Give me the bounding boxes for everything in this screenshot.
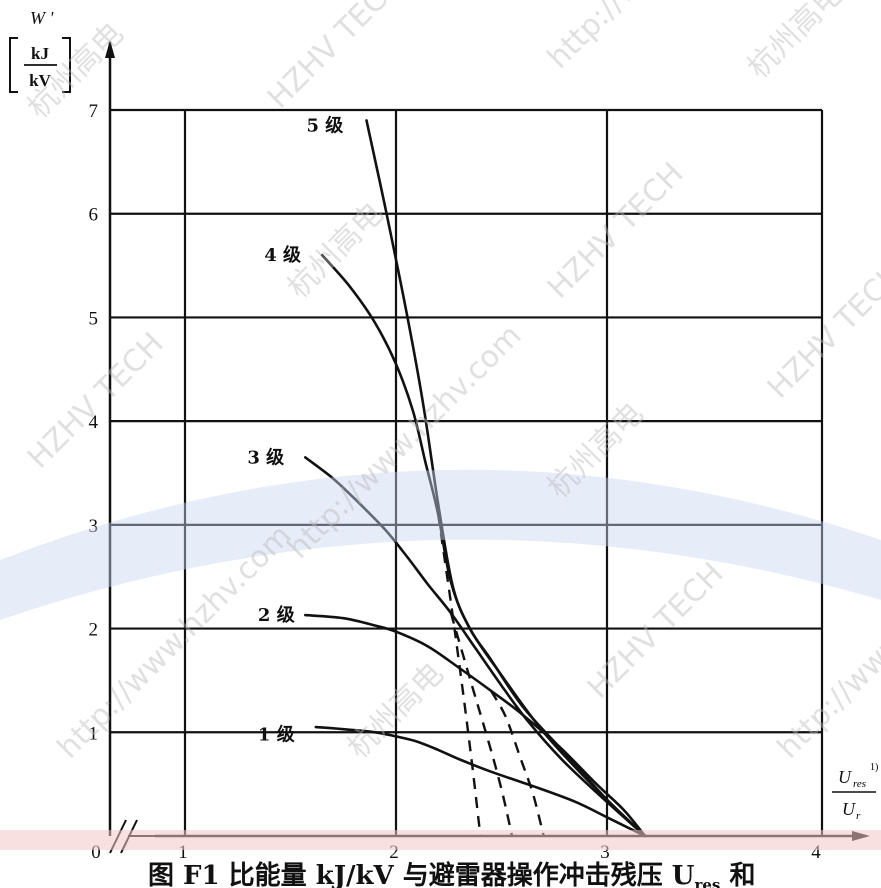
series-label-5: 5 级 bbox=[306, 115, 344, 137]
series-extension-4 bbox=[437, 514, 482, 837]
x-axis-title-superscript: 1) bbox=[870, 762, 878, 773]
x-tick-label: 3 bbox=[600, 842, 610, 858]
series-label-3: 3 级 bbox=[247, 446, 285, 468]
series-line-5 bbox=[365, 119, 647, 838]
series-line-1 bbox=[314, 725, 647, 838]
y-tick-label: 6 bbox=[89, 205, 99, 226]
x-tick-label: 2 bbox=[389, 842, 399, 858]
y-tick-label: 5 bbox=[89, 308, 99, 329]
x-axis-title-numerator: U bbox=[838, 767, 852, 787]
series-line-3 bbox=[304, 456, 647, 838]
y-unit-numerator: kJ bbox=[31, 44, 49, 63]
x-tick-label: 1 bbox=[178, 842, 188, 858]
axis-titles: W ' kJ kV U res 1) U r bbox=[9, 8, 878, 822]
unit-bracket-right bbox=[62, 37, 71, 93]
figure-caption: 图 F1 比能量 kJ/kV 与避雷器操作冲击残压 Ures 和 bbox=[148, 858, 848, 888]
series-line-4 bbox=[320, 253, 647, 838]
unit-bracket-left bbox=[9, 37, 18, 93]
chart: 1 2 3 4 5 6 7 1 2 3 4 0 1 级 2 级 3 级 4 级 5 级 W ' kJ kV U res… bbox=[9, 8, 878, 858]
series-label-2: 2 级 bbox=[258, 604, 296, 626]
series-extension-3 bbox=[449, 612, 514, 837]
caption-tail: 和 bbox=[720, 861, 756, 888]
y-axis-title: W ' bbox=[30, 8, 54, 28]
grid-lines bbox=[110, 108, 824, 836]
y-axis-arrow bbox=[105, 40, 115, 58]
x-axis-title-denominator-sub: r bbox=[856, 810, 861, 822]
y-tick-label: 3 bbox=[89, 516, 99, 537]
series-label-4: 4 级 bbox=[264, 244, 302, 266]
x-axis-arrow bbox=[852, 831, 870, 841]
series-label-1: 1 级 bbox=[258, 723, 296, 745]
series-extension-2 bbox=[489, 690, 545, 837]
y-tick-label: 1 bbox=[89, 723, 99, 744]
y-tick-label: 2 bbox=[89, 620, 99, 641]
x-axis-title-denominator: U bbox=[842, 799, 856, 819]
y-unit-denominator: kV bbox=[29, 71, 51, 90]
y-tick-label: 4 bbox=[89, 412, 99, 433]
caption-subscript: res bbox=[694, 876, 721, 888]
series-line-2 bbox=[304, 613, 647, 838]
axes bbox=[105, 40, 870, 854]
x-axis-title-numerator-sub: res bbox=[853, 778, 866, 790]
caption-text: 图 F1 比能量 kJ/kV 与避雷器操作冲击残压 U bbox=[148, 861, 695, 888]
origin-label: 0 bbox=[91, 842, 101, 858]
y-tick-label: 7 bbox=[89, 101, 99, 122]
x-tick-label: 4 bbox=[811, 842, 821, 858]
tick-labels: 1 2 3 4 5 6 7 1 2 3 4 0 bbox=[89, 101, 822, 858]
series-labels: 1 级 2 级 3 级 4 级 5 级 bbox=[247, 115, 344, 746]
series-curves bbox=[304, 119, 647, 838]
